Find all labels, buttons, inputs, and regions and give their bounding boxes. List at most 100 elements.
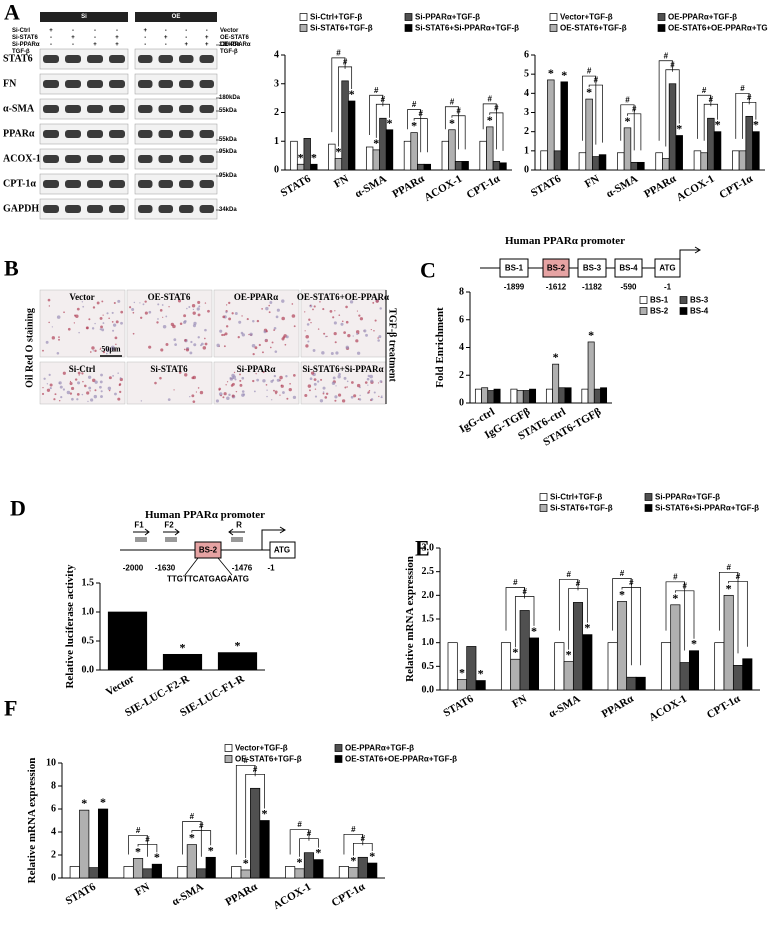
stain-dot (189, 351, 193, 355)
position-label: -1476 (232, 564, 253, 573)
stain-dot (186, 307, 188, 310)
blot-band (109, 180, 125, 188)
bar (365, 146, 374, 171)
blot-header (135, 12, 217, 22)
significance-mark: * (691, 637, 697, 651)
blot-band (199, 205, 214, 213)
stain-dot (92, 306, 96, 309)
bar (516, 390, 524, 404)
significance-mark: * (548, 66, 554, 80)
stain-dot (265, 306, 269, 311)
stain-dot (353, 394, 357, 398)
stain-dot (252, 353, 255, 356)
y-tick-label: 4 (524, 88, 529, 99)
blot-band (87, 180, 103, 188)
stain-dot (237, 336, 240, 339)
bracket (505, 587, 526, 631)
significance-mark: * (298, 150, 304, 164)
stain-dot (254, 346, 258, 350)
stain-dot (228, 301, 231, 305)
stain-dot (275, 315, 279, 319)
bar (616, 601, 628, 691)
bar (600, 387, 608, 404)
bracket (338, 66, 353, 147)
bracket-label: # (243, 756, 248, 765)
stain-dot (111, 311, 114, 314)
stain-dot (316, 380, 320, 383)
stain-dot (291, 303, 294, 305)
stain-dot (265, 338, 267, 341)
bracket (245, 773, 265, 858)
stain-dot (94, 380, 98, 384)
stain-dot (81, 393, 84, 396)
stain-dot (331, 381, 336, 385)
stain-dot (178, 371, 182, 374)
bar (357, 856, 368, 879)
stain-dot (363, 329, 367, 333)
blot-band (87, 130, 103, 138)
bar (500, 642, 512, 691)
stain-dot (85, 326, 89, 330)
image-label: OE-PPARα (234, 292, 278, 302)
stain-dot (111, 321, 114, 323)
stain-dot (231, 394, 235, 398)
condition-sign: + (184, 42, 188, 48)
blot-band (179, 205, 194, 213)
box-label: BS-2 (547, 264, 566, 273)
primer-label: F2 (164, 521, 174, 530)
y-tick-label: 0.5 (82, 636, 95, 647)
bar (660, 642, 672, 691)
bar (296, 163, 305, 171)
marker-label: 95kDa (219, 173, 237, 179)
stain-dot (235, 390, 238, 393)
bar (250, 787, 261, 879)
bracket (658, 60, 673, 141)
stain-dot (253, 390, 256, 393)
stain-dot (338, 314, 341, 316)
stain-dot (319, 300, 321, 303)
stain-dot (120, 321, 123, 325)
significance-mark: * (619, 587, 625, 601)
stain-dot (207, 309, 210, 313)
stain-dot (183, 320, 187, 323)
image-label: Si-STAT6 (150, 364, 188, 374)
stain-dot (179, 322, 183, 325)
y-tick-label: 6 (51, 804, 56, 815)
significance-mark: * (715, 118, 721, 132)
stain-dot (161, 304, 164, 306)
stain-dot (108, 317, 110, 320)
bar (259, 820, 270, 879)
bar (662, 158, 670, 171)
blot-band (87, 105, 103, 113)
stain-dot (112, 374, 114, 377)
bar (707, 117, 715, 171)
stain-dot (232, 375, 236, 379)
stain-dot (69, 380, 72, 383)
legend-swatch (549, 24, 558, 32)
stain-dot (319, 399, 324, 403)
bar (403, 140, 412, 171)
stain-dot (281, 299, 285, 303)
legend-swatch (644, 493, 653, 501)
legend-label: Vector+TGF-β (560, 13, 613, 22)
bracket-label: # (594, 76, 599, 85)
bracket (728, 580, 748, 647)
y-tick-label: 4 (459, 342, 464, 353)
stain-dot (369, 374, 373, 379)
bracket (137, 844, 158, 853)
stain-dot (81, 301, 84, 303)
significance-mark: * (335, 145, 341, 159)
stain-dot (105, 347, 107, 349)
stain-dot (289, 382, 291, 385)
y-tick-label: 0.0 (82, 665, 95, 676)
bracket-label: # (576, 579, 581, 588)
y-tick-label: 1.5 (422, 614, 435, 625)
stain-dot (66, 390, 71, 395)
protein-label: GAPDH (3, 204, 39, 215)
stain-dot (310, 371, 315, 375)
blot-band (65, 105, 81, 113)
bar (560, 81, 568, 171)
bar (582, 634, 593, 691)
stain-dot (129, 306, 132, 309)
